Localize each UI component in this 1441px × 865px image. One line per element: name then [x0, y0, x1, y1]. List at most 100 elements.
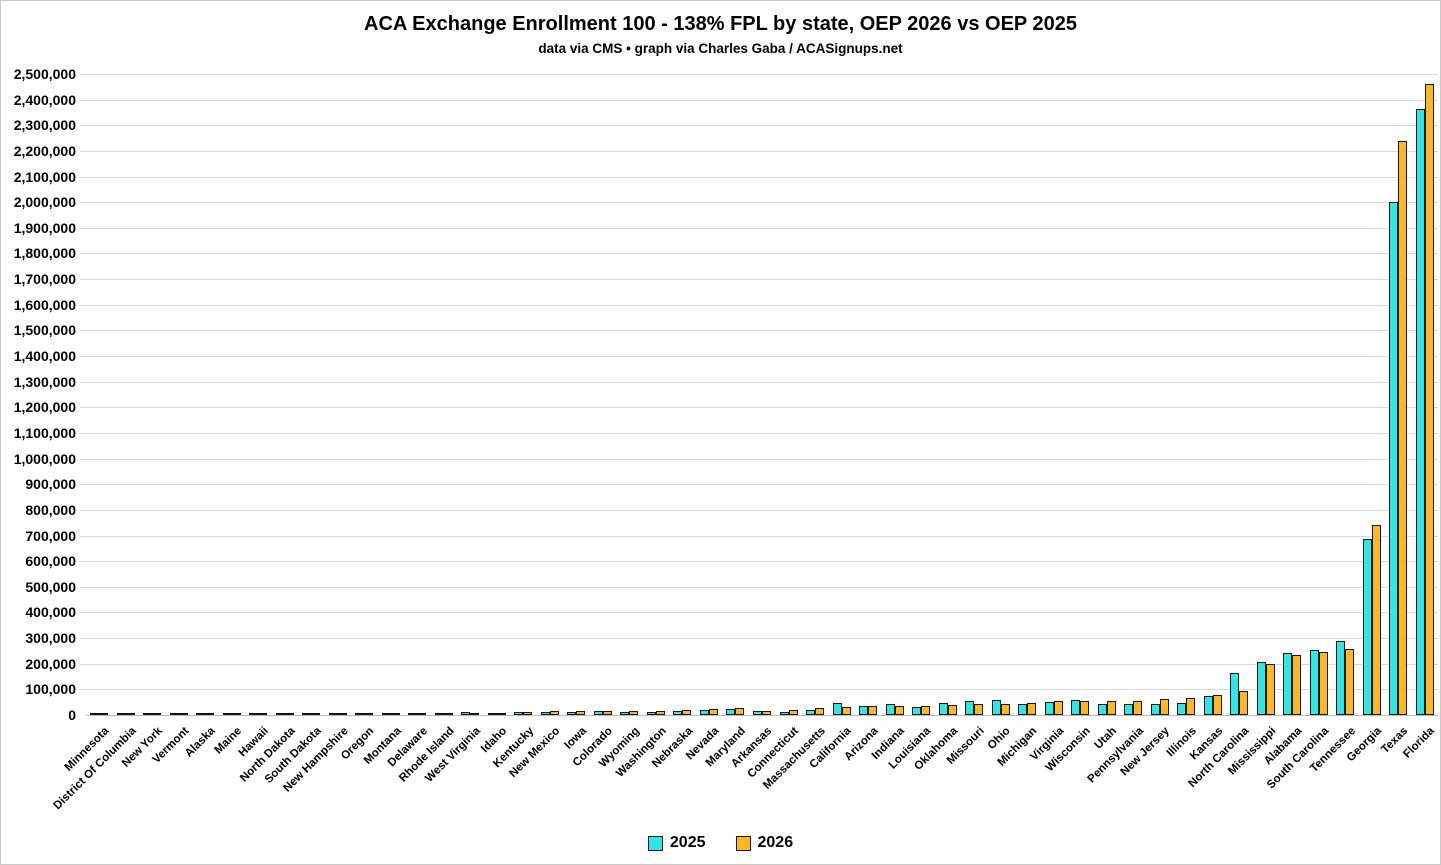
gridline	[80, 74, 1438, 75]
bar-2026	[417, 713, 427, 715]
y-tick-label: 900,000	[25, 476, 76, 493]
gridline	[80, 150, 1438, 152]
bar-group	[1415, 84, 1434, 715]
bar-2026	[1106, 701, 1116, 715]
bar-2025	[832, 703, 842, 715]
bar-group	[1150, 699, 1169, 715]
y-tick-label: 1,500,000	[13, 322, 76, 339]
bar-2026	[1053, 701, 1063, 715]
bar-2026	[1371, 525, 1381, 715]
y-tick-label: 1,900,000	[13, 219, 76, 236]
bar-group	[143, 713, 162, 715]
y-tick-label: 2,300,000	[13, 117, 76, 134]
y-tick-label: 600,000	[25, 553, 76, 570]
bar-2026	[708, 709, 718, 715]
bar-group	[1389, 141, 1408, 715]
x-axis-category-labels: Minnesota District Of Columbia New York Ver…	[51, 715, 1438, 825]
bar-2025	[1415, 109, 1425, 715]
bar-2025	[646, 712, 656, 715]
bar-2026	[390, 713, 400, 715]
bar-2025	[1177, 703, 1187, 715]
bar-2026	[178, 713, 188, 715]
y-tick-label: 2,200,000	[13, 142, 76, 159]
bar-2026	[1292, 655, 1302, 715]
gridline	[80, 561, 1438, 563]
bar-2026	[921, 706, 931, 715]
gridline	[80, 612, 1438, 614]
bar-group	[1203, 695, 1222, 715]
bar-group	[806, 708, 825, 715]
legend-swatch-icon	[735, 835, 751, 851]
bar-2025	[1336, 641, 1346, 715]
legend-item-2026: 2026	[735, 834, 793, 852]
bar-group	[196, 713, 215, 715]
gridline	[80, 509, 1438, 511]
bar-2026	[655, 711, 665, 715]
bar-group	[328, 713, 347, 715]
gridline	[80, 356, 1438, 358]
bar-group	[1097, 701, 1116, 715]
bar-2026	[762, 711, 771, 715]
gridline	[80, 202, 1438, 204]
bar-group	[699, 709, 718, 715]
legend-label: 2025	[669, 834, 706, 851]
legend-swatch-icon	[647, 835, 663, 851]
y-tick-label: 100,000	[25, 681, 76, 698]
gridline	[80, 638, 1438, 640]
bar-2026	[1424, 84, 1434, 715]
bar-group	[753, 711, 771, 715]
bar-2025	[355, 713, 365, 715]
bar-group	[991, 700, 1010, 715]
y-tick-label: 2,000,000	[13, 194, 76, 211]
bar-group	[646, 711, 665, 715]
bar-group	[116, 713, 135, 715]
bar-2025	[673, 711, 683, 715]
gridline	[80, 535, 1438, 537]
bar-2026	[1318, 652, 1328, 715]
bar-2026	[629, 711, 639, 715]
bar-2026	[1265, 664, 1275, 715]
bar-group	[1309, 650, 1328, 715]
y-tick-label: 2,400,000	[13, 91, 76, 108]
bar-2025	[1018, 704, 1028, 715]
bar-2026	[1133, 701, 1143, 715]
bar-2025	[461, 712, 471, 715]
gridline	[80, 484, 1438, 486]
bar-2026	[311, 713, 321, 715]
bar-2025	[912, 707, 922, 715]
bar-2026	[523, 712, 533, 715]
y-tick-label: 2,500,000	[13, 66, 76, 82]
bar-2026	[470, 713, 480, 715]
bar-2025	[1071, 700, 1081, 715]
bar-group	[912, 706, 931, 715]
bar-2025	[779, 712, 789, 715]
y-tick-label: 1,400,000	[13, 348, 76, 365]
bar-group	[514, 712, 533, 715]
y-axis-tick-labels: 0 100,000 200,000 300,000 400,000 500,000 600,…	[1, 66, 76, 723]
bar-2026	[1345, 649, 1355, 715]
bar-group	[885, 704, 904, 715]
bar-group	[567, 711, 586, 715]
bar-group	[169, 713, 188, 715]
bar-group	[1018, 703, 1037, 715]
gridline	[80, 227, 1438, 229]
bar-2025	[1044, 702, 1054, 715]
bar-2025	[753, 711, 762, 715]
bar-group	[620, 711, 639, 715]
bar-2025	[1150, 704, 1160, 715]
bar-2026	[99, 713, 109, 715]
bar-group	[673, 710, 692, 715]
bar-2025	[859, 706, 869, 715]
bar-2026	[602, 711, 612, 715]
bar-2025	[806, 710, 816, 715]
bar-group	[355, 713, 374, 715]
bar-2025	[1203, 696, 1213, 715]
y-tick-label: 1,000,000	[13, 450, 76, 467]
bar-group	[1230, 673, 1249, 715]
gridline	[80, 689, 1438, 691]
bar-group	[408, 713, 427, 715]
bar-2025	[116, 713, 126, 715]
bar-2025	[1256, 662, 1266, 715]
bar-2026	[1239, 691, 1249, 715]
bar-2025	[90, 713, 100, 715]
